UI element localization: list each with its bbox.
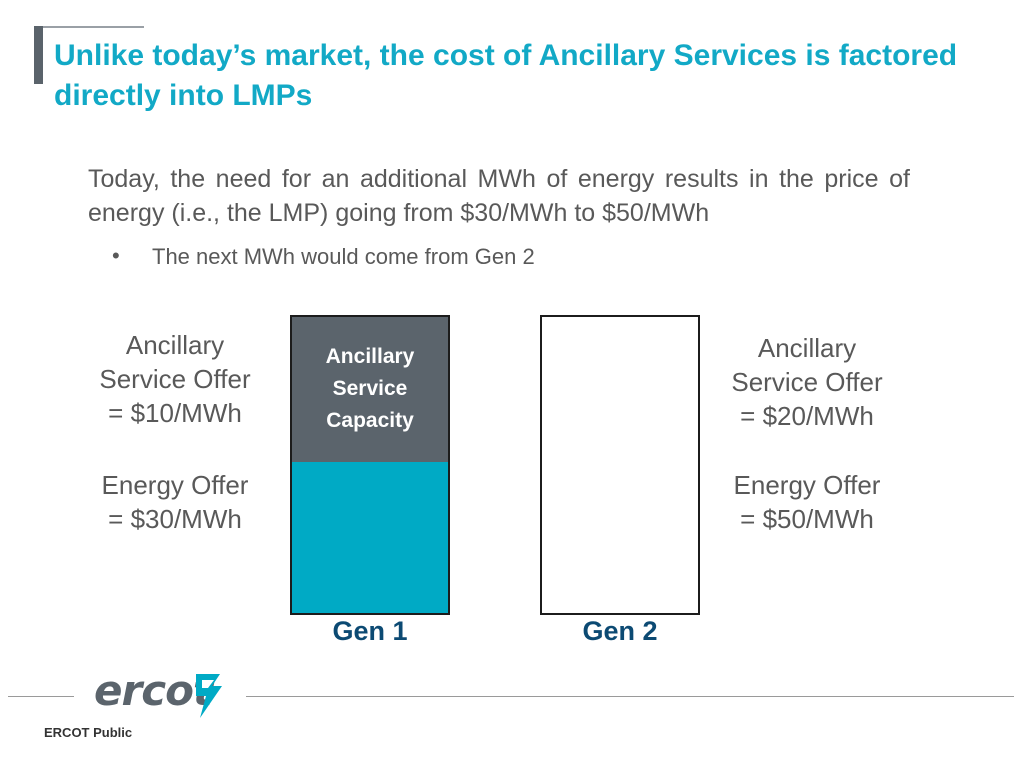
right-as-offer: Ancillary Service Offer = $20/MWh [697,331,917,433]
gen1-ancillary-label-line-3: Capacity [326,409,414,432]
gen1-label: Gen 1 [332,616,408,646]
right-energy-line-1: Energy Offer [733,470,881,500]
gen1-bar: Ancillary Service Capacity [290,315,450,615]
right-energy-offer: Energy Offer = $50/MWh [697,468,917,536]
right-as-line-2: Service Offer [731,367,883,397]
left-energy-line-2: = $30/MWh [108,504,242,534]
gen2-bar [540,315,700,615]
left-as-line-2: Service Offer [99,364,251,394]
bullet-dot: • [112,243,120,268]
slide-title: Unlike today’s market, the cost of Ancil… [54,39,958,112]
ercot-logo-text: ercot [94,666,213,715]
footer-divider-left [8,696,74,697]
bullet-text: The next MWh would come from Gen 2 [152,244,535,269]
intro-text: Today, the need for an additional MWh of… [88,165,910,227]
gen1-ancillary-label-line-2: Service [332,377,408,400]
left-energy-offer: Energy Offer = $30/MWh [65,468,285,536]
right-as-line-1: Ancillary [757,333,857,363]
title-bracket-side [34,26,43,84]
gen1-energy-segment [292,462,448,613]
left-as-line-1: Ancillary [125,330,225,360]
right-as-line-3: = $20/MWh [740,401,874,431]
footer-classification: ERCOT Public [44,725,133,740]
footer-divider-right [246,696,1014,697]
gen1-ancillary-segment: Ancillary Service Capacity [292,317,448,462]
right-energy-line-2: = $50/MWh [740,504,874,534]
gen1-ancillary-label: Ancillary Service Capacity [292,341,448,437]
ercot-logo-icon [196,674,222,718]
gen1-ancillary-label-line-1: Ancillary [325,345,415,368]
left-energy-line-1: Energy Offer [101,470,249,500]
gen2-label: Gen 2 [582,616,658,646]
title-bracket-top [34,26,144,28]
left-as-offer: Ancillary Service Offer = $10/MWh [65,328,285,430]
left-as-line-3: = $10/MWh [108,398,242,428]
